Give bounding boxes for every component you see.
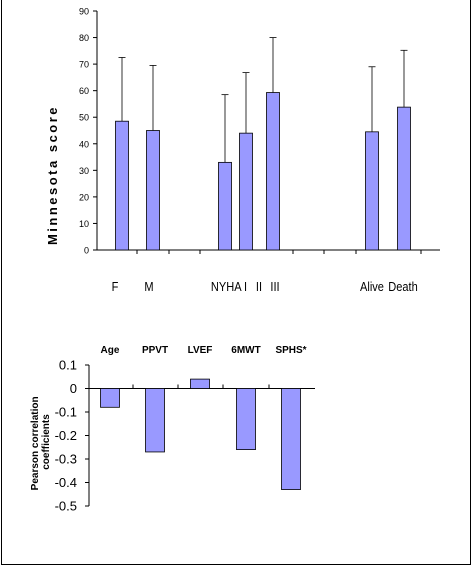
bar-6mwt — [236, 388, 256, 450]
y-tick-label: -0.2 — [55, 428, 77, 443]
bar-ppvt — [145, 388, 165, 453]
y-axis-label-line-2: coefficients — [41, 414, 52, 470]
bar-nyha-i — [218, 161, 232, 251]
y-tick-label: -0.5 — [55, 499, 77, 514]
bar-f — [115, 120, 129, 251]
bar-death — [397, 106, 411, 251]
category-label: LVEF — [188, 345, 213, 356]
x-tick-label: NYHA I — [211, 279, 247, 294]
x-tick-label: Alive — [360, 279, 384, 294]
bar-lvef — [190, 378, 210, 389]
x-tick-label: Death — [388, 279, 417, 294]
y-tick-label: 10 — [79, 219, 89, 229]
pearson-correlation-chart: Pearson correlation coefficients 0.1 0 -0.… — [30, 345, 315, 514]
y-tick-label: 40 — [79, 139, 89, 149]
bar-alive — [365, 131, 379, 251]
bar-ii — [239, 132, 253, 251]
bar-iii — [266, 92, 280, 251]
y-tick-label: 0.1 — [59, 358, 77, 373]
y-tick-label: -0.1 — [55, 405, 77, 420]
y-tick-label: -0.3 — [55, 452, 77, 467]
x-tick-label: III — [270, 279, 279, 294]
category-label: Age — [101, 345, 120, 356]
x-tick-label: II — [256, 279, 262, 294]
x-tick-label: F — [112, 279, 119, 294]
bar-sphs — [281, 388, 301, 490]
y-axis-label: Pearson correlation coefficients — [30, 394, 52, 491]
y-tick-label: 90 — [79, 7, 89, 17]
bar-age — [100, 388, 120, 408]
y-tick-label: 80 — [79, 33, 89, 43]
y-tick-label: 70 — [79, 60, 89, 70]
y-tick-label: -0.4 — [55, 475, 77, 490]
y-axis-label: Minnesota score — [45, 105, 60, 245]
category-label: 6MWT — [231, 345, 260, 356]
y-tick-label: 60 — [79, 86, 89, 96]
y-tick-label: 0 — [84, 246, 89, 256]
y-tick-label: 50 — [79, 113, 89, 123]
y-tick-label: 0 — [70, 381, 77, 396]
y-tick-label: 20 — [79, 192, 89, 202]
x-tick-label: M — [144, 279, 153, 294]
bar-m — [146, 130, 160, 251]
category-label: PPVT — [142, 345, 168, 356]
y-tick-label: 30 — [79, 166, 89, 176]
y-axis-label-line-1: Pearson correlation — [30, 396, 41, 490]
category-label: SPHS* — [275, 345, 306, 356]
